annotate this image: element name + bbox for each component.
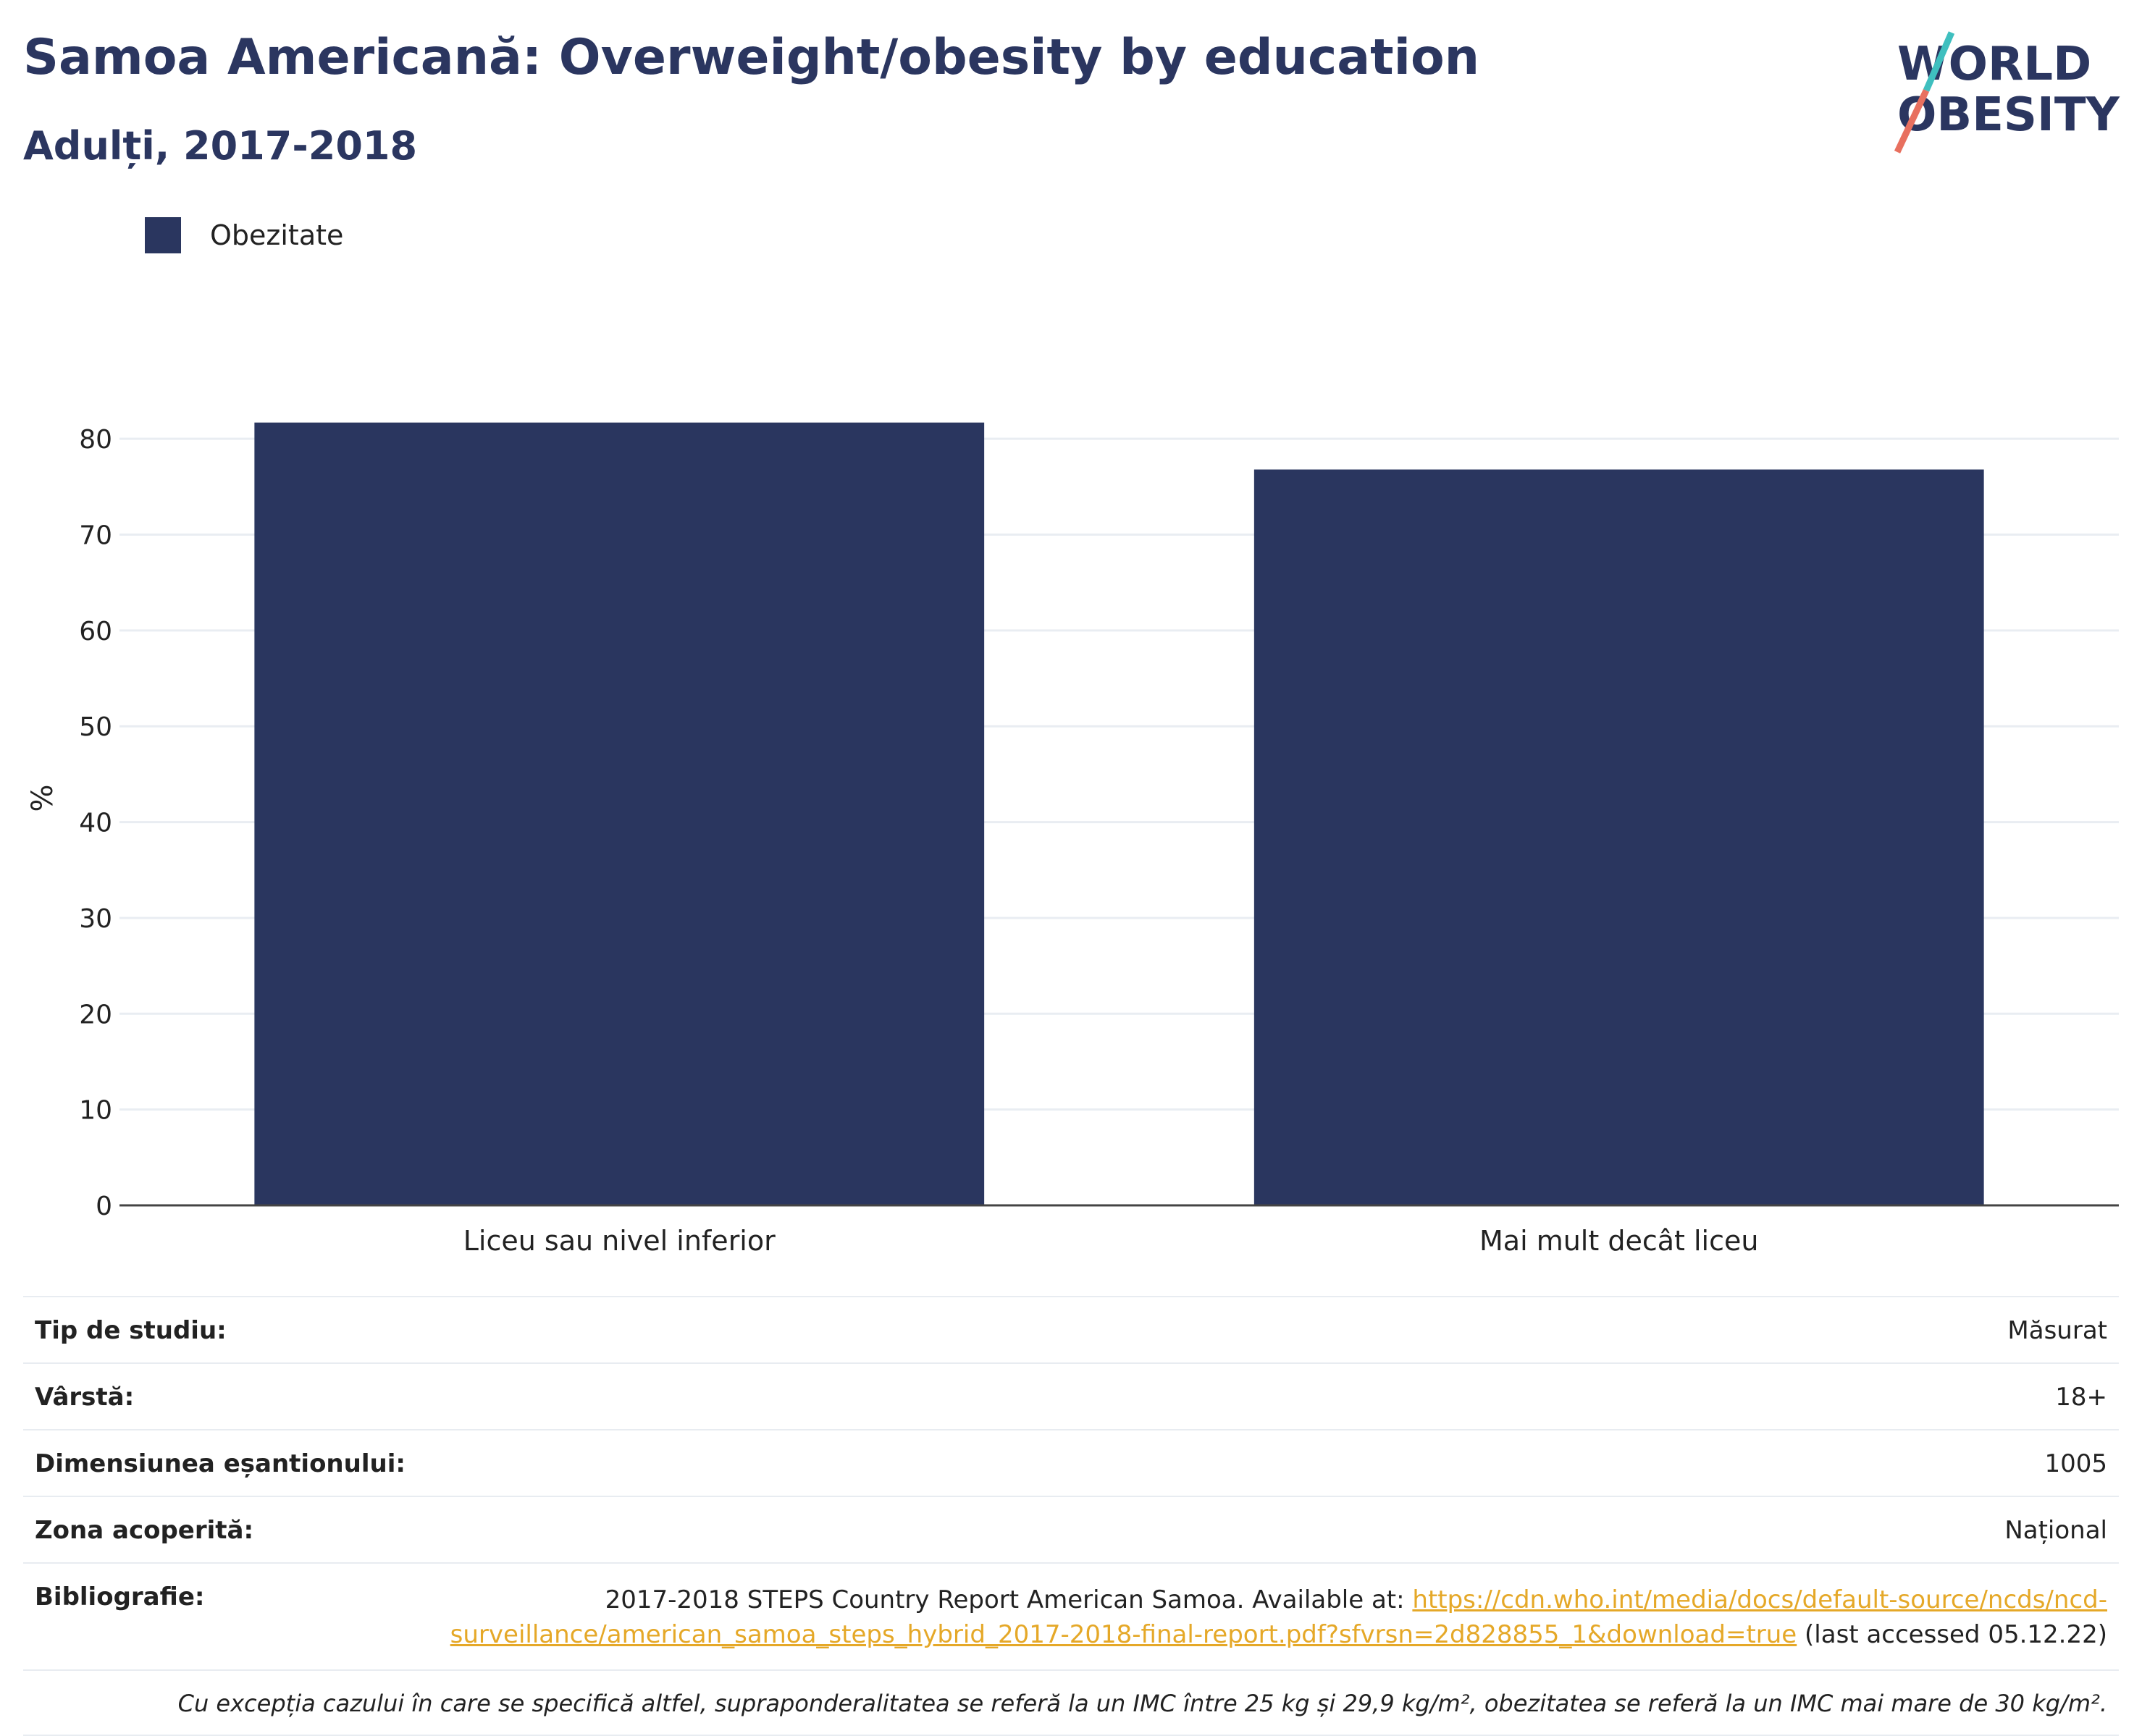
info-row: Tip de studiu: Măsurat (23, 1296, 2119, 1362)
info-value: 2017-2018 STEPS Country Report American … (282, 1583, 2107, 1652)
info-row: Vârstă: 18+ (23, 1362, 2119, 1429)
y-tick-label: 50 (79, 712, 112, 742)
info-label: Tip de studiu: (35, 1316, 227, 1345)
info-row-bibliography: Bibliografie: 2017-2018 STEPS Country Re… (23, 1562, 2119, 1669)
legend-swatch (145, 217, 181, 253)
y-tick-label: 30 (79, 904, 112, 934)
bibliography-link[interactable]: https://cdn.who.int/media/docs/default-s… (450, 1585, 2107, 1649)
info-row: Zona acoperită: Național (23, 1496, 2119, 1562)
y-tick-label: 40 (79, 809, 112, 838)
svg-text:OBESITY: OBESITY (1897, 88, 2120, 142)
page-subtitle: Adulți, 2017-2018 (23, 123, 418, 169)
bar (254, 422, 985, 1205)
bar (1253, 469, 1984, 1205)
info-label: Bibliografie: (35, 1583, 205, 1611)
world-obesity-logo: WORLD OBESITY (1894, 31, 2120, 153)
info-label: Vârstă: (35, 1383, 135, 1412)
chart-legend: Obezitate (145, 217, 343, 253)
y-tick-label: 0 (96, 1192, 112, 1221)
bibliography-suffix: (last accessed 05.12.22) (1797, 1620, 2107, 1649)
y-tick-label: 80 (79, 425, 112, 455)
x-category-label: Mai mult decât liceu (1479, 1225, 1758, 1257)
y-tick-label: 10 (79, 1096, 112, 1126)
page-title: Samoa Americană: Overweight/obesity by e… (23, 29, 1480, 86)
info-row: Dimensiunea eșantionului: 1005 (23, 1429, 2119, 1496)
info-value: Național (2004, 1516, 2107, 1545)
info-value: 1005 (2044, 1449, 2107, 1478)
y-axis-label: % (26, 784, 59, 812)
info-label: Zona acoperită: (35, 1516, 254, 1545)
definition-note: Cu excepția cazului în care se specifică… (23, 1669, 2119, 1736)
info-label: Dimensiunea eșantionului: (35, 1449, 406, 1478)
info-table: Tip de studiu: Măsurat Vârstă: 18+ Dimensiun… (23, 1296, 2119, 1736)
info-value: Măsurat (2007, 1316, 2107, 1345)
legend-label: Obezitate (210, 219, 344, 251)
x-category-label: Liceu sau nivel inferior (463, 1225, 776, 1257)
y-tick-label: 20 (79, 1000, 112, 1029)
y-tick-label: 70 (79, 521, 112, 551)
info-value: 18+ (2055, 1383, 2107, 1412)
bar-chart: 0 10 20 30 40 50 60 70 80% Liceu sau nivel inferi… (26, 422, 2119, 1257)
bibliography-text: 2017-2018 STEPS Country Report American … (605, 1585, 1413, 1614)
y-tick-label: 60 (79, 617, 112, 646)
